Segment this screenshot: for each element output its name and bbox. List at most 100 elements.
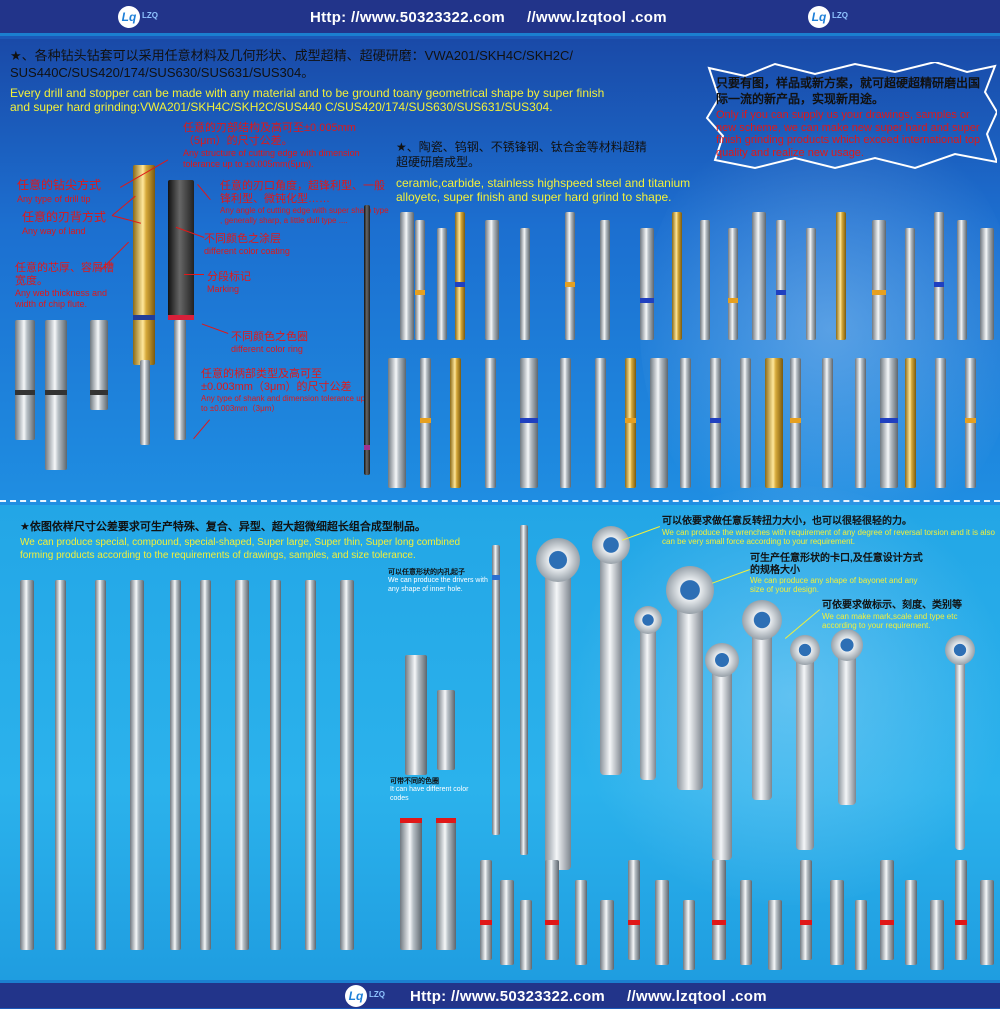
tool-image (437, 690, 455, 770)
url-link-2[interactable]: //www.lzqtool .com (527, 9, 667, 26)
wrench-head-icon (831, 629, 863, 661)
wrench-image (600, 545, 622, 775)
tool-image (800, 860, 812, 960)
tool-image (855, 358, 866, 488)
tool-image (565, 212, 575, 340)
tool-image (728, 228, 738, 340)
tool-image (140, 360, 150, 445)
callout-land: 任意的刃背方式 Any way of land (22, 210, 107, 236)
tool-image (905, 358, 916, 488)
tool-image (200, 580, 211, 950)
tool-image (405, 655, 427, 775)
wrench-head-icon (705, 643, 739, 677)
tool-image (595, 358, 606, 488)
lzq-logo: Lq LZQ (118, 6, 158, 30)
tool-image (305, 580, 316, 950)
tool-image (455, 212, 465, 340)
tool-image (752, 212, 766, 340)
tool-image (560, 358, 571, 488)
tool-image (168, 180, 194, 320)
callout-arrow (184, 274, 204, 275)
logo-mark-icon: Lq (345, 985, 367, 1007)
wrench-image (712, 660, 732, 860)
tool-image (955, 860, 967, 960)
tool-image (855, 900, 867, 970)
wrench-image (677, 590, 703, 790)
callout-drill-tip: 任意的钻尖方式 Any type of drill tip (17, 178, 102, 204)
wrench-image (796, 650, 814, 850)
intro-en: Every drill and stopper can be made with… (10, 86, 605, 115)
tool-image (20, 580, 34, 950)
tool-image (905, 228, 915, 340)
logo-text: LZQ (832, 11, 848, 20)
tool-image (520, 228, 530, 340)
tool-image (400, 818, 422, 950)
tool-image (980, 880, 994, 965)
tool-image (90, 320, 108, 410)
callout-marking: 分段标记 Marking (207, 271, 251, 295)
tool-image (437, 228, 447, 340)
tool-image (905, 880, 917, 965)
tool-image (520, 900, 532, 970)
tool-image (485, 358, 496, 488)
tool-image (836, 212, 846, 340)
tool-image (600, 220, 610, 340)
tool-image (600, 900, 614, 970)
footer-url-link-1[interactable]: Http: //www.50323322.com (410, 988, 606, 1005)
burst-frame (705, 62, 997, 170)
callout-coating: 不同颜色之涂层 different color coating (204, 233, 290, 257)
lzq-logo-right: Lq LZQ (808, 6, 848, 30)
tool-image (957, 220, 967, 340)
wrench-image (752, 620, 772, 800)
footer-url-link-2[interactable]: //www.lzqtool .com (627, 988, 767, 1005)
wrench-image (545, 560, 571, 870)
tool-image (640, 228, 654, 340)
tool-image (45, 320, 67, 470)
callout-edge-structure: 任意的刃部结构及高可至±0.005mm（5μm）的尺寸公差。 Any struct… (183, 122, 360, 170)
section-divider (0, 500, 1000, 502)
special-en: We can produce special, compound, specia… (20, 537, 461, 561)
url-link-1[interactable]: Http: //www.50323322.com (310, 9, 506, 26)
tool-image (655, 880, 669, 965)
tool-image (95, 580, 106, 950)
burst-cn: 只要有图，样品或新方案，就可超硬超精研磨出国际一流的新产品，实现新用途。 (716, 76, 981, 106)
wrench-head-icon (945, 635, 975, 665)
tool-image (710, 358, 721, 488)
drivers-note: 可以任意形状的内孔起子 We can produce the drivers wi… (388, 569, 488, 593)
tool-image (450, 358, 461, 488)
wrench-note-marking: 可依要求做标示、刻度、类别等 We can make mark,scale and… (822, 600, 962, 630)
callout-web-thickness: 任意的芯厚、容屑槽宽度。 Any web thickness and width … (15, 262, 114, 310)
logo-text: LZQ (369, 990, 385, 999)
tool-image (235, 580, 249, 950)
callout-shank: 任意的柄部类型及高可至±0.003mm（3μm）的尺寸公差 Any type of… (201, 368, 366, 413)
logo-text: LZQ (142, 11, 158, 20)
tool-image (880, 860, 894, 960)
tool-image (650, 358, 668, 488)
tool-image (628, 860, 640, 960)
tool-image (768, 900, 782, 970)
tool-image (712, 860, 726, 960)
wrench-image (955, 650, 965, 850)
tool-image (500, 880, 514, 965)
tool-image (130, 580, 144, 950)
tool-image (480, 860, 492, 960)
tool-image (700, 220, 710, 340)
tool-image (680, 358, 691, 488)
tool-image (575, 880, 587, 965)
callout-edge-angle: 任意的刃口角度，超锋利型、一般锋利型、微钝化型…… Any angle of cu… (220, 180, 389, 225)
tool-image (683, 900, 695, 970)
tool-image (545, 860, 559, 960)
header-bar: Lq LZQ Http: //www.50323322.com //www.lzqt… (0, 0, 1000, 36)
tool-image (420, 358, 431, 488)
tool-image (740, 880, 752, 965)
wrench-note-bayonet: 可生产任意形状的卡口,及任意设计方式的规格大小 We can produce an… (750, 553, 923, 595)
wrench-image (838, 645, 856, 805)
callout-color-ring: 不同颜色之色圈 different color ring (231, 331, 308, 355)
tool-image (270, 580, 281, 950)
intro-cn: ★、各种钻头钻套可以采用任意材料及几何形状、成型超精、超硬研磨：VWA201/S… (10, 48, 574, 80)
tool-image (388, 358, 406, 488)
tool-image (400, 212, 414, 340)
tool-image (872, 220, 886, 340)
wrench-head-icon (536, 538, 580, 582)
tool-image (485, 220, 499, 340)
